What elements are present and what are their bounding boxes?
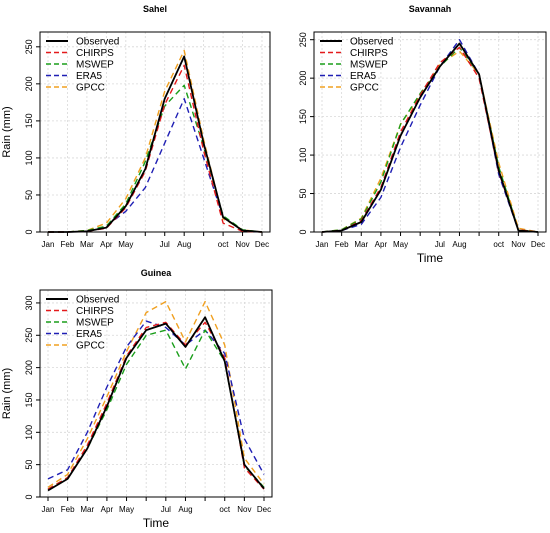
series-line-gpcc — [47, 300, 265, 488]
panel-title: Guinea — [141, 268, 173, 278]
x-axis-label: Time — [417, 251, 444, 265]
legend-label: ERA5 — [350, 71, 377, 82]
y-tick-label: 200 — [298, 71, 308, 86]
y-tick-label: 200 — [24, 360, 34, 375]
x-tick-label: Feb — [335, 240, 349, 249]
x-tick-label: Aug — [177, 240, 191, 249]
panel-title: Savannah — [409, 4, 452, 14]
x-tick-label: Feb — [61, 505, 75, 514]
y-tick-label: 0 — [24, 229, 34, 234]
series-line-gpcc — [321, 50, 539, 233]
series-line-observed — [47, 316, 265, 492]
series-line-mswep — [47, 329, 265, 490]
series-line-mswep — [48, 84, 263, 233]
y-tick-label: 100 — [24, 425, 34, 440]
legend-label: ERA5 — [76, 329, 103, 340]
x-tick-label: Nov — [237, 505, 251, 514]
x-tick-label: Apr — [101, 505, 114, 514]
x-tick-label: Jan — [42, 240, 55, 249]
y-tick-label: 250 — [298, 32, 308, 47]
legend-label: MSWEP — [350, 60, 388, 71]
panel-title: Sahel — [143, 4, 167, 14]
x-tick-label: Mar — [354, 240, 368, 249]
legend-label: CHIRPS — [350, 48, 388, 59]
panel-savannah: 0 50 100 150 200 250 Jan Feb Mar Apr May Jul Aug oct N… — [298, 4, 547, 265]
x-tick-label: oct — [493, 240, 504, 249]
legend-label: CHIRPS — [76, 48, 114, 59]
x-tick-label: Jan — [316, 240, 329, 249]
legend-label: CHIRPS — [76, 306, 114, 317]
x-tick-label: oct — [218, 240, 229, 249]
y-tick-label: 150 — [24, 113, 34, 128]
x-tick-label: Aug — [178, 505, 192, 514]
y-tick-label: 150 — [298, 109, 308, 124]
y-axis-label: Rain (mm) — [1, 106, 13, 157]
x-tick-label: oct — [219, 505, 230, 514]
x-tick-label: May — [118, 240, 133, 249]
x-tick-label: Dec — [531, 240, 545, 249]
x-tick-label: Dec — [255, 240, 269, 249]
series-line-observed — [48, 55, 263, 233]
series-line-era5 — [48, 97, 263, 233]
legend-label: GPCC — [76, 341, 105, 352]
series-line-era5 — [321, 39, 539, 233]
y-tick-label: 50 — [24, 460, 34, 470]
x-tick-label: Mar — [80, 505, 94, 514]
x-axis-label: Time — [143, 516, 170, 530]
x-tick-label: Mar — [80, 240, 94, 249]
x-tick-label: Nov — [511, 240, 525, 249]
y-tick-label: 100 — [298, 148, 308, 163]
y-tick-label: 250 — [24, 328, 34, 343]
y-tick-label: 150 — [24, 392, 34, 407]
series-line-observed — [321, 42, 539, 233]
x-tick-label: Jul — [161, 505, 171, 514]
y-tick-label: 250 — [24, 39, 34, 54]
x-tick-label: Jan — [42, 505, 55, 514]
y-tick-label: 50 — [298, 189, 308, 199]
y-tick-label: 200 — [24, 76, 34, 91]
y-tick-label: 0 — [298, 229, 308, 234]
x-tick-label: Aug — [452, 240, 466, 249]
legend-label: MSWEP — [76, 60, 114, 71]
legend-label: Observed — [76, 295, 119, 306]
x-tick-label: Jul — [160, 240, 170, 249]
y-tick-label: 50 — [24, 190, 34, 200]
panel-guinea: 0 50 100 150 200 250 300 Jan Feb Mar Apr May Jul Aug o… — [1, 268, 273, 530]
x-tick-label: Apr — [375, 240, 388, 249]
panel-sahel: 0 50 100 150 200 250 Jan Feb Mar Apr May Jul Aug oct N… — [1, 4, 271, 249]
x-tick-label: Jul — [435, 240, 445, 249]
legend-label: MSWEP — [76, 318, 114, 329]
series-line-mswep — [321, 46, 539, 233]
x-tick-label: May — [119, 505, 134, 514]
plot-frame — [39, 31, 271, 233]
legend-label: Observed — [76, 37, 119, 48]
legend-label: Observed — [350, 37, 393, 48]
y-axis-label: Rain (mm) — [1, 368, 13, 419]
y-tick-label: 100 — [24, 150, 34, 165]
x-tick-label: Dec — [257, 505, 271, 514]
x-tick-label: May — [393, 240, 408, 249]
y-tick-label: 300 — [24, 295, 34, 310]
plot-frame — [313, 31, 547, 233]
x-tick-label: Nov — [235, 240, 249, 249]
legend-label: ERA5 — [76, 71, 103, 82]
y-tick-label: 0 — [24, 494, 34, 499]
legend-label: GPCC — [76, 83, 105, 94]
plot-frame — [39, 289, 273, 498]
x-tick-label: Feb — [61, 240, 75, 249]
legend-label: GPCC — [350, 83, 379, 94]
x-tick-label: Apr — [100, 240, 113, 249]
